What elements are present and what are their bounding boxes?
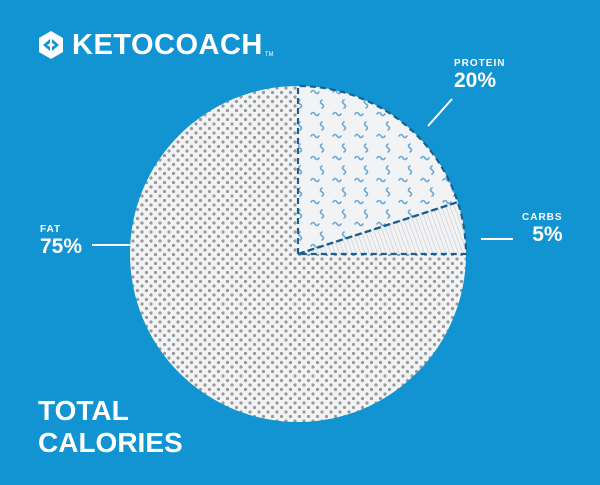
- pie-slice-protein: [298, 86, 458, 254]
- pie-slice-outline-protein: [296, 84, 460, 256]
- carbs-label: CARBS 5%: [522, 212, 563, 246]
- fat-label-name: FAT: [40, 224, 62, 235]
- chart-title-line1: TOTAL: [38, 395, 129, 426]
- protein-label-name: PROTEIN: [454, 58, 506, 69]
- pie-slice-outline-carbs: [297, 200, 468, 256]
- brand: KETOCOACH TM: [38, 30, 274, 60]
- brand-trademark: TM: [264, 52, 274, 58]
- ketocoach-logo-icon: [39, 31, 63, 59]
- protein-label-value: 20%: [454, 69, 497, 92]
- fat-label-value: 75%: [40, 235, 83, 258]
- fat-label: FAT 75%: [40, 224, 82, 258]
- carbs-label-value: 5%: [532, 223, 563, 246]
- protein-label: PROTEIN 20%: [454, 58, 505, 92]
- protein-leader-line: [427, 98, 453, 127]
- pie-outlines: [296, 84, 468, 256]
- chart-title: TOTAL CALORIES: [38, 395, 183, 459]
- chart-title-line2: CALORIES: [38, 427, 183, 458]
- carbs-label-name: CARBS: [522, 212, 563, 223]
- brand-name: KETOCOACH: [72, 28, 263, 61]
